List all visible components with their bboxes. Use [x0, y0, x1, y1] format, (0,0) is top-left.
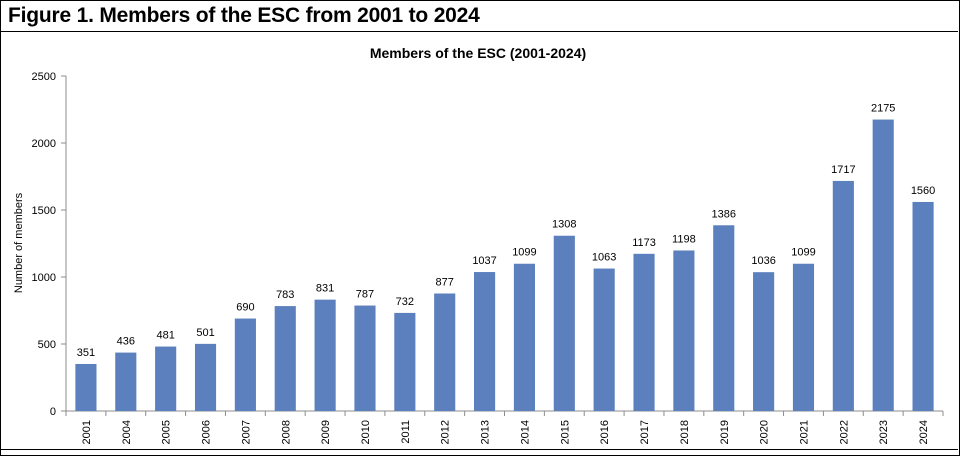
data-label-2004: 436: [117, 336, 135, 348]
y-tick-label: 500: [38, 339, 56, 351]
bar-2023: [872, 119, 894, 412]
y-axis-label: Number of members: [13, 192, 25, 293]
x-tick-label-2018: 2018: [679, 420, 691, 444]
x-tick-label-2006: 2006: [201, 420, 213, 444]
data-label-2007: 690: [236, 302, 254, 314]
y-tick-label: 1000: [32, 272, 56, 284]
bar-2015: [553, 235, 575, 411]
x-tick-label-2022: 2022: [838, 420, 850, 444]
data-label-2008: 783: [276, 289, 294, 301]
x-tick-label-2023: 2023: [878, 420, 890, 444]
bar-2013: [474, 272, 496, 411]
x-tick-label-2014: 2014: [519, 420, 531, 444]
bar-2005: [155, 346, 177, 411]
data-label-2013: 1037: [472, 255, 496, 267]
title-divider: [0, 31, 958, 32]
bar-2019: [713, 225, 735, 411]
x-tick-label-2001: 2001: [81, 420, 93, 444]
bar-2004: [115, 352, 137, 411]
bar-2024: [912, 201, 934, 411]
x-tick-label-2024: 2024: [918, 420, 930, 444]
data-label-2017: 1173: [632, 237, 656, 249]
x-tick-label-2015: 2015: [559, 420, 571, 444]
figure-title: Figure 1. Members of the ESC from 2001 t…: [8, 4, 480, 27]
data-label-2001: 351: [77, 347, 95, 359]
data-label-2020: 1036: [751, 255, 775, 267]
x-tick-label-2005: 2005: [161, 420, 173, 444]
bar-2022: [832, 180, 854, 411]
data-label-2009: 831: [316, 283, 334, 295]
x-tick-label-2009: 2009: [320, 420, 332, 444]
bar-2020: [753, 272, 775, 411]
data-label-2011: 732: [396, 296, 414, 308]
x-tick-label-2011: 2011: [400, 420, 412, 444]
bottom-divider: [0, 449, 958, 450]
chart-title: Members of the ESC (2001-2024): [370, 45, 586, 61]
y-tick-label: 2500: [32, 71, 56, 83]
bar-2010: [354, 305, 376, 411]
data-label-2019: 1386: [712, 208, 736, 220]
data-label-2010: 787: [356, 289, 374, 301]
x-tick-label-2021: 2021: [798, 420, 810, 444]
bar-2012: [434, 293, 456, 411]
y-tick-label: 1500: [32, 205, 56, 217]
data-label-2023: 2175: [871, 103, 895, 115]
bar-2017: [633, 253, 655, 411]
y-tick-label: 0: [50, 406, 56, 418]
x-tick-label-2016: 2016: [599, 420, 611, 444]
bar-2008: [274, 306, 296, 411]
x-tick-label-2007: 2007: [240, 420, 252, 444]
bar-2018: [673, 250, 695, 411]
x-tick-label-2019: 2019: [719, 420, 731, 444]
data-label-2015: 1308: [552, 219, 576, 231]
x-tick-label-2020: 2020: [759, 420, 771, 444]
data-label-2006: 501: [196, 327, 214, 339]
bar-2021: [792, 263, 815, 411]
data-label-2021: 1099: [791, 247, 815, 259]
bar-2009: [314, 299, 336, 411]
x-tick-label-2012: 2012: [440, 420, 452, 444]
bar-2016: [593, 268, 615, 411]
bar-2007: [234, 318, 256, 411]
x-tick-label-2004: 2004: [121, 420, 133, 444]
data-label-2005: 481: [156, 330, 174, 342]
data-label-2016: 1063: [592, 252, 616, 264]
data-label-2018: 1198: [672, 233, 696, 245]
y-tick-label: 2000: [32, 138, 56, 150]
data-label-2022: 1717: [831, 164, 855, 176]
x-tick-label-2010: 2010: [360, 420, 372, 444]
data-label-2012: 877: [436, 276, 454, 288]
data-label-2014: 1099: [512, 247, 536, 259]
x-tick-label-2013: 2013: [480, 420, 492, 444]
bar-2006: [194, 343, 217, 411]
x-tick-label-2017: 2017: [639, 420, 651, 444]
data-label-2024: 1560: [911, 185, 935, 197]
bar-2011: [394, 312, 416, 411]
x-tick-label-2008: 2008: [280, 420, 292, 444]
bar-2014: [513, 263, 535, 411]
bar-2001: [75, 363, 97, 411]
